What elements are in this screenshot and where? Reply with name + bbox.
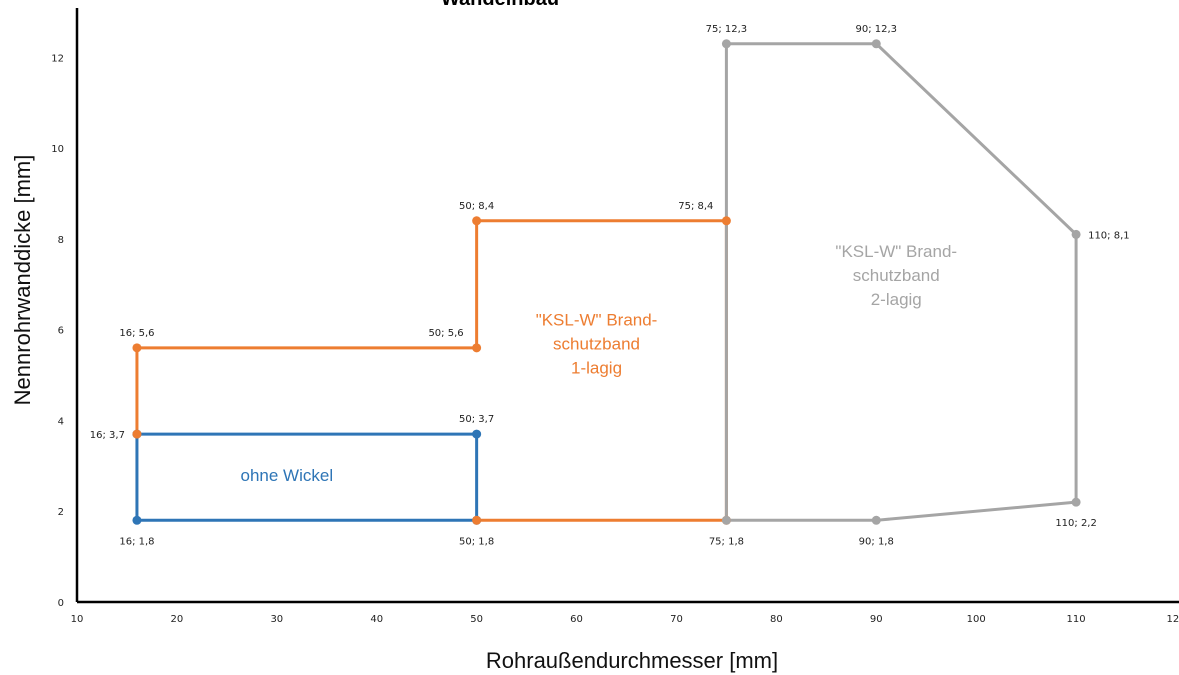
x-tick-label: 50: [470, 614, 483, 625]
series-3-point: [871, 39, 881, 49]
series-line-2: [135, 219, 728, 522]
x-tick-label: 120: [1166, 614, 1179, 625]
y-tick-label: 0: [58, 598, 64, 609]
x-tick-label: 100: [967, 614, 986, 625]
y-tick-label: 10: [51, 144, 64, 155]
series-3-point: [1071, 497, 1081, 507]
series-1-point: [132, 515, 142, 525]
series-group: [132, 39, 1081, 525]
data-label: 90; 12,3: [855, 24, 897, 35]
region-label: 1-lagig: [571, 358, 622, 377]
x-tick-label: 30: [270, 614, 283, 625]
series-2-point: [721, 216, 731, 226]
data-label: 75; 8,4: [678, 201, 713, 212]
y-tick-label: 12: [51, 53, 64, 64]
x-tick-label: 90: [870, 614, 883, 625]
series-2-point: [472, 216, 482, 226]
annotation-group: ohne Wickel "KSL-W" Brand-schutzband 1-lag…: [241, 242, 958, 485]
series-2-point: [132, 429, 142, 439]
region-label: schutzband: [553, 334, 640, 353]
axes: 10 20 30 40 50 60 70 80 90 100 110 120 0 2 4 6 8 10 12: [51, 8, 1179, 625]
x-tick-label: 70: [670, 614, 683, 625]
data-label: 110; 2,2: [1055, 518, 1097, 529]
series-3-point: [721, 515, 731, 525]
x-tick-label: 60: [570, 614, 583, 625]
series-3-point: [871, 515, 881, 525]
data-label: 90; 1,8: [859, 536, 894, 547]
y-axis-label: Nennrohrwanddicke [mm]: [10, 155, 35, 406]
data-label: 16; 1,8: [119, 536, 154, 547]
region-label: "KSL-W" Brand-: [536, 310, 658, 329]
data-label: 50; 5,6: [428, 328, 463, 339]
y-tick-label: 2: [58, 507, 64, 518]
data-label: 50; 3,7: [459, 414, 494, 425]
x-tick-label: 110: [1067, 614, 1086, 625]
data-label: 16; 3,7: [90, 430, 125, 441]
y-tick-label: 4: [58, 416, 64, 427]
x-tick-label: 10: [71, 614, 84, 625]
point-label-group: 16; 1,8 16; 3,7 50; 3,7 50; 1,8 16; 5,6 50; 5…: [90, 24, 1130, 548]
x-tick-label: 80: [770, 614, 783, 625]
x-tick-label: 40: [370, 614, 383, 625]
x-tick-label: 20: [171, 614, 184, 625]
y-tick-label: 6: [58, 326, 64, 337]
y-tick-label: 8: [58, 235, 64, 246]
series-2-point: [132, 343, 142, 353]
series-2-point: [472, 343, 482, 353]
data-label: 75; 1,8: [709, 536, 744, 547]
region-label: 2-lagig: [871, 290, 922, 309]
series-2-point: [472, 515, 482, 525]
series-3-point: [1071, 229, 1081, 239]
data-label: 110; 8,1: [1088, 230, 1130, 241]
data-label: 50; 1,8: [459, 536, 494, 547]
data-label: 50; 8,4: [459, 201, 494, 212]
series-1-point: [472, 429, 482, 439]
data-label: 16; 5,6: [119, 328, 154, 339]
region-label: ohne Wickel: [241, 466, 334, 485]
region-label: schutzband: [853, 266, 940, 285]
x-axis-label: Rohraußendurchmesser [mm]: [486, 648, 778, 673]
data-label: 75; 12,3: [706, 24, 748, 35]
chart-title: Wandeinbau: [441, 0, 559, 10]
series-3-point: [721, 39, 731, 49]
region-label: "KSL-W" Brand-: [835, 242, 957, 261]
